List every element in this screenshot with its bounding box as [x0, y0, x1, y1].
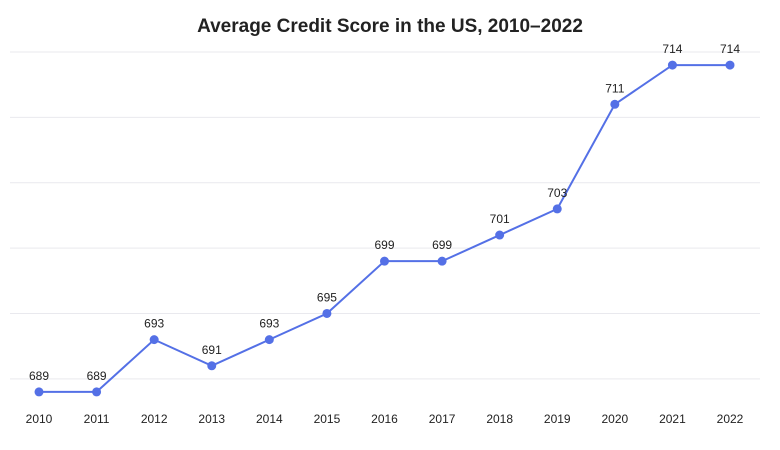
data-point [610, 99, 620, 109]
data-point [495, 230, 505, 240]
x-tick-label: 2015 [314, 412, 341, 426]
data-point [34, 387, 44, 397]
data-point [552, 204, 562, 214]
data-point [380, 256, 389, 266]
data-labels: 689 689 693 691 693 695 699 699 701 703 711 714 714 [29, 42, 740, 383]
data-point [667, 60, 677, 70]
x-tick-label: 2020 [601, 412, 628, 426]
x-tick-label: 2018 [486, 412, 513, 426]
chart-title: Average Credit Score in the US, 2010–202… [197, 16, 583, 37]
x-tick-label: 2017 [429, 412, 456, 426]
data-point [92, 387, 102, 397]
data-label: 689 [29, 369, 49, 383]
data-label: 689 [87, 369, 107, 383]
data-label: 699 [374, 238, 394, 252]
data-label: 691 [202, 343, 222, 357]
data-label: 699 [432, 238, 452, 252]
x-axis: 2010 2011 2012 2013 2014 2015 2016 2017 2018 2019… [26, 412, 744, 426]
data-point [322, 308, 332, 318]
data-label: 693 [259, 317, 279, 331]
data-point [725, 60, 735, 70]
data-label: 701 [490, 212, 510, 226]
data-label: 695 [317, 290, 337, 304]
x-tick-label: 2016 [371, 412, 398, 426]
series [34, 60, 735, 397]
x-tick-label: 2014 [256, 412, 283, 426]
data-point [437, 256, 447, 266]
data-point [149, 335, 159, 345]
x-tick-label: 2021 [659, 412, 686, 426]
x-tick-label: 2013 [198, 412, 225, 426]
data-point [264, 335, 274, 345]
x-tick-label: 2011 [84, 412, 110, 426]
x-tick-label: 2012 [141, 412, 168, 426]
x-tick-label: 2019 [544, 412, 571, 426]
series-line [39, 64, 730, 393]
data-label: 703 [547, 186, 567, 200]
data-label: 693 [144, 317, 164, 331]
x-tick-label: 2010 [26, 412, 53, 426]
x-tick-label: 2022 [717, 412, 744, 426]
data-label: 714 [662, 42, 682, 56]
grid [10, 51, 760, 380]
data-label: 714 [720, 42, 740, 56]
data-point [207, 361, 217, 371]
data-label: 711 [605, 81, 624, 95]
